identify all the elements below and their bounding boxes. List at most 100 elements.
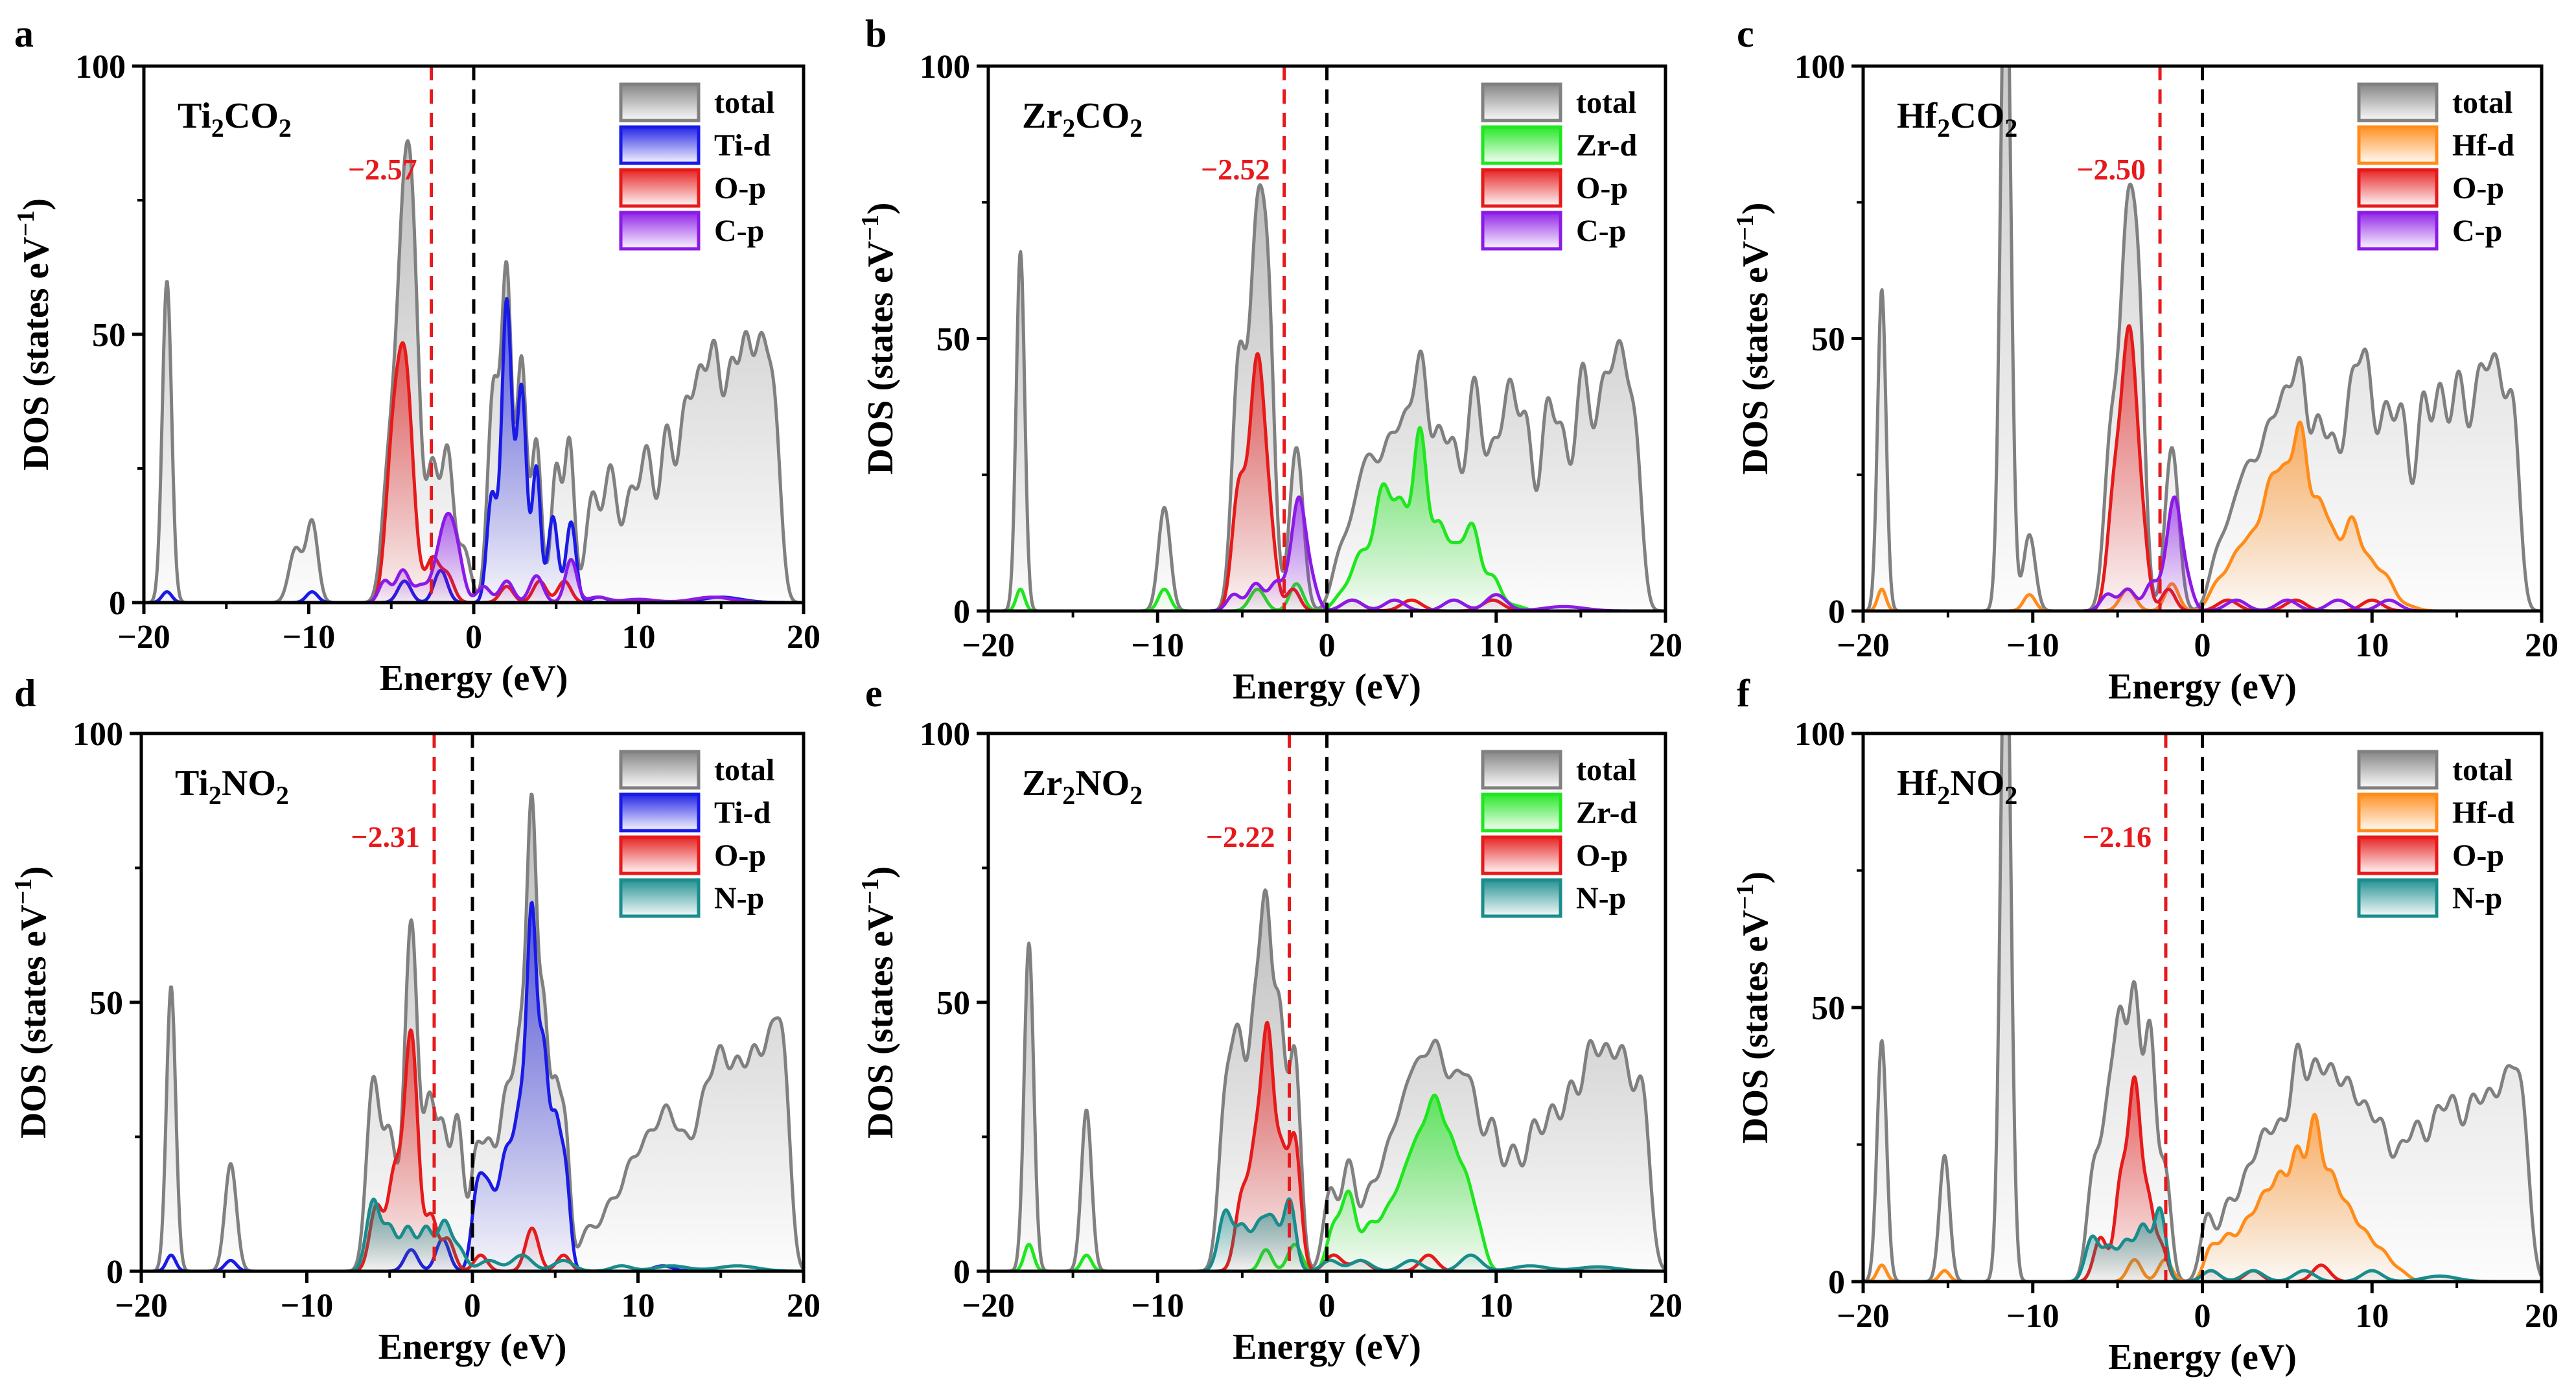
x-axis-title: Energy (eV)	[378, 1327, 567, 1367]
y-tick-label: 100	[73, 716, 123, 753]
vbm-value-label: −2.50	[2076, 153, 2146, 186]
legend-swatch-n-p	[619, 878, 701, 918]
x-tick-label: 0	[464, 1287, 481, 1324]
panel-letter: d	[14, 672, 36, 715]
legend-label: C-p	[2452, 214, 2502, 248]
panel-letter: b	[865, 12, 887, 55]
y-tick-label: 50	[89, 985, 123, 1022]
legend-swatch-zr-d	[1481, 792, 1562, 833]
vbm-value-label: −2.31	[351, 820, 420, 853]
x-tick-label: −10	[281, 1287, 334, 1324]
legend-label: Zr-d	[1576, 796, 1638, 830]
legend-swatch-n-p	[2357, 878, 2439, 918]
legend-swatch-ti-d	[619, 792, 701, 833]
x-tick-label: 10	[1479, 1287, 1513, 1324]
legend-label: Zr-d	[1576, 128, 1638, 163]
panel-a: −20 −10 0 10 20 0 50 100 Energy (eV) DOS (states …	[12, 12, 820, 698]
legend-label: C-p	[714, 214, 764, 248]
x-tick-label: −20	[962, 1287, 1015, 1324]
legend-swatch-o-p	[2357, 835, 2439, 875]
legend-swatch-c-p	[1481, 211, 1562, 251]
series-area-total	[988, 890, 1665, 1271]
panel-letter: f	[1737, 672, 1750, 715]
y-tick-label: 100	[1794, 49, 1845, 86]
x-tick-label: −10	[2006, 1298, 2060, 1335]
legend-swatch-total	[1481, 750, 1562, 790]
y-tick-label: 50	[1811, 321, 1845, 358]
y-axis-title: DOS (states eV−1)	[857, 866, 901, 1138]
y-tick-label: 50	[1811, 990, 1845, 1027]
x-axis-title: Energy (eV)	[1233, 667, 1421, 707]
x-tick-label: −20	[1837, 1298, 1890, 1335]
y-tick-label: 0	[1828, 594, 1845, 630]
x-axis-title: Energy (eV)	[380, 658, 568, 698]
x-tick-label: 20	[787, 1287, 820, 1324]
legend-label: C-p	[1576, 214, 1626, 248]
y-tick-label: 100	[1794, 716, 1845, 753]
series-area-total	[1863, 733, 2542, 1282]
legend-label: O-p	[2452, 838, 2504, 873]
compound-formula: Zr2CO2	[1022, 96, 1143, 143]
y-tick-label: 0	[953, 1254, 970, 1291]
plot-area	[141, 792, 804, 1271]
legend-swatch-c-p	[619, 211, 701, 251]
compound-formula: Hf2CO2	[1897, 96, 2017, 143]
y-axis-title: DOS (states eV−1)	[1732, 202, 1776, 474]
x-tick-label: −10	[2006, 627, 2060, 664]
x-tick-label: −10	[283, 619, 336, 656]
series-line-n-p	[988, 1197, 1665, 1271]
compound-formula: Ti2NO2	[175, 763, 289, 810]
x-tick-label: 20	[2525, 627, 2559, 664]
legend-swatch-total	[619, 750, 701, 790]
panel-b: −20 −10 0 10 20 0 50 100 Energy (eV) DOS (states …	[857, 12, 1682, 707]
y-axis-title: DOS (states eV−1)	[12, 198, 56, 470]
y-tick-label: 100	[920, 716, 970, 753]
legend-label: total	[2452, 86, 2512, 120]
legend-swatch-c-p	[2357, 211, 2439, 251]
series-area-hf-d	[1863, 422, 2542, 611]
legend-label: O-p	[714, 838, 766, 873]
x-axis-title: Energy (eV)	[2108, 667, 2297, 707]
legend: total Hf-d O-p N-p	[2357, 750, 2514, 918]
compound-formula: Zr2NO2	[1022, 763, 1143, 810]
y-tick-label: 50	[936, 985, 970, 1022]
x-tick-label: −10	[1131, 627, 1184, 664]
series-area-total	[141, 794, 804, 1271]
y-tick-label: 0	[106, 1254, 123, 1291]
legend: total Ti-d O-p C-p	[619, 82, 774, 251]
legend-label: O-p	[2452, 171, 2504, 205]
legend-swatch-hf-d	[2357, 125, 2439, 165]
x-tick-label: 10	[2355, 627, 2389, 664]
series-line-total	[1863, 66, 2542, 611]
y-tick-label: 50	[92, 317, 126, 354]
y-tick-label: 0	[109, 585, 126, 622]
legend-label: O-p	[714, 171, 766, 205]
x-tick-label: −20	[115, 1287, 168, 1324]
series-line-total	[988, 888, 1665, 1271]
x-tick-label: 10	[622, 619, 656, 656]
panel-e: −20 −10 0 10 20 0 50 100 Energy (eV) DOS (states …	[857, 672, 1682, 1367]
legend-swatch-total	[2357, 82, 2439, 122]
x-tick-label: −10	[1131, 1287, 1184, 1324]
x-tick-label: 0	[2194, 1298, 2211, 1335]
panel-d: −20 −10 0 10 20 0 50 100 Energy (eV) DOS (states …	[10, 672, 820, 1367]
series-line-hf-d	[1863, 1113, 2542, 1282]
y-tick-label: 0	[1828, 1264, 1845, 1301]
y-axis-title: DOS (states eV−1)	[1732, 871, 1776, 1144]
x-axis-title: Energy (eV)	[1233, 1327, 1421, 1367]
legend-swatch-n-p	[1481, 878, 1562, 918]
x-tick-label: −20	[962, 627, 1015, 664]
x-tick-label: 20	[1649, 627, 1682, 664]
x-tick-label: 20	[787, 619, 820, 656]
x-tick-label: 10	[1479, 627, 1513, 664]
legend-label: Hf-d	[2452, 128, 2514, 163]
legend-label: O-p	[1576, 171, 1628, 205]
vbm-value-label: −2.22	[1206, 820, 1275, 853]
legend: total Hf-d O-p C-p	[2357, 82, 2514, 251]
vbm-value-label: −2.57	[348, 153, 417, 186]
x-axis-title: Energy (eV)	[2108, 1337, 2297, 1378]
x-tick-label: −20	[1837, 627, 1890, 664]
y-axis-title: DOS (states eV−1)	[857, 202, 901, 474]
legend-swatch-o-p	[619, 168, 701, 208]
legend-label: total	[714, 86, 774, 120]
